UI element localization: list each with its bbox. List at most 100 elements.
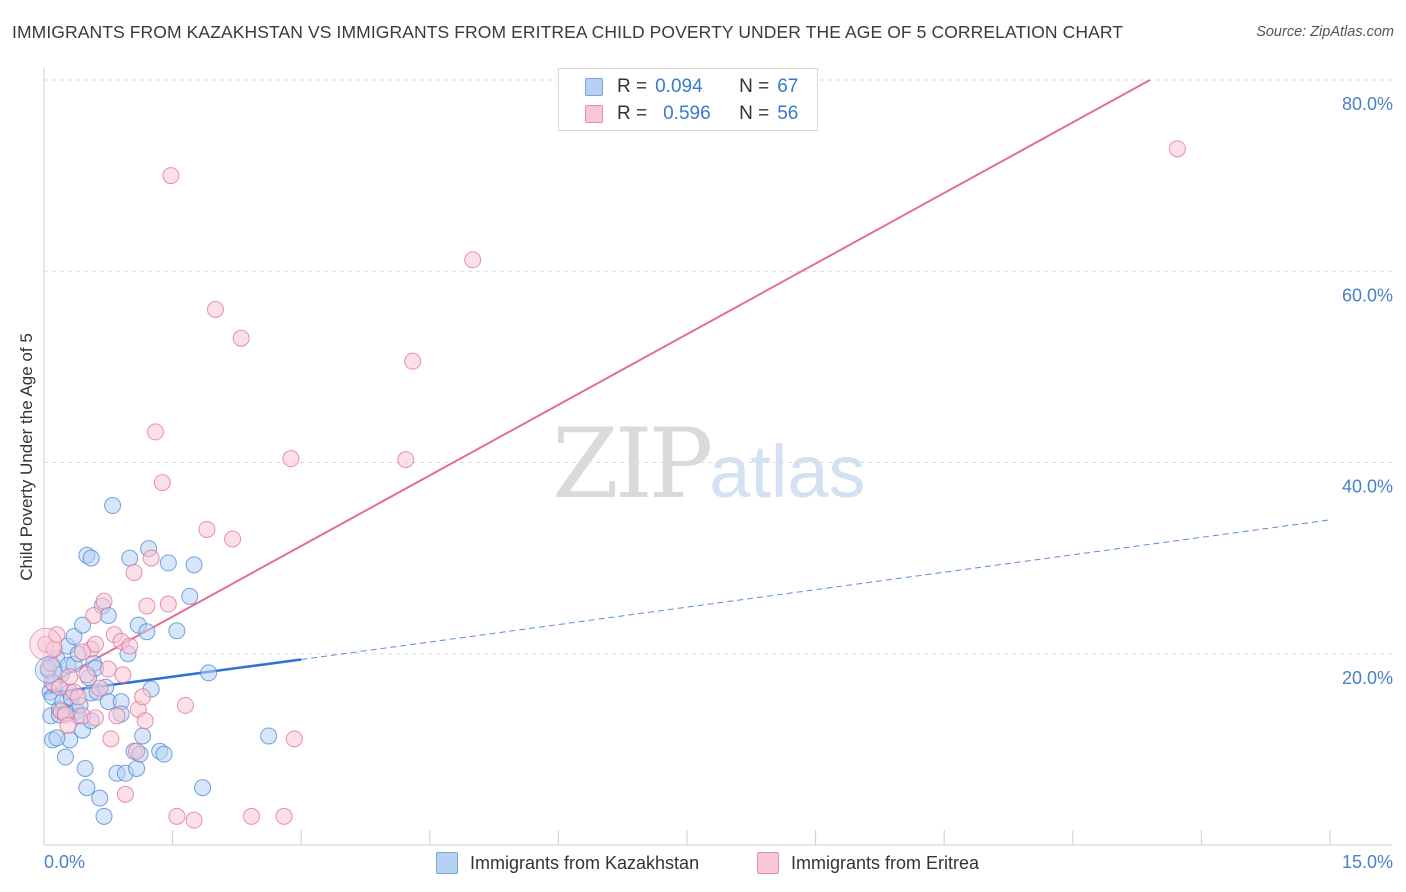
kazakhstan-point-large — [34, 656, 62, 684]
kazakhstan-point — [155, 745, 173, 763]
y-tick-label: 80.0% — [1342, 94, 1393, 114]
kazakhstan-point — [128, 760, 146, 777]
r-label: R = — [617, 103, 648, 124]
kazakhstan-swatch — [585, 78, 603, 96]
n-label: N = — [739, 76, 770, 97]
trend-lines — [43, 79, 1331, 696]
y-tick-label: 60.0% — [1342, 285, 1393, 305]
y-tick-label: 40.0% — [1342, 477, 1393, 497]
scatter-points — [29, 140, 1186, 829]
eritrea-point — [146, 423, 164, 441]
y-tick-labels: 20.0% 40.0% 60.0% 80.0% — [1342, 94, 1393, 688]
legend-row-kazakhstan: R = 0.094 N = 67 — [585, 75, 798, 99]
eritrea-point — [275, 807, 293, 825]
eritrea-point — [176, 696, 194, 714]
eritrea-point — [95, 592, 113, 610]
kazakhstan-legend-swatch — [436, 852, 458, 874]
y-axis-label: Child Poverty Under the Age of 5 — [17, 333, 36, 581]
eritrea-point — [91, 679, 109, 697]
eritrea-point — [142, 549, 160, 567]
kazakhstan-point — [99, 607, 117, 624]
kazakhstan-r-value: 0.094 — [655, 76, 703, 97]
eritrea-point — [162, 167, 180, 185]
eritrea-point — [282, 450, 300, 468]
grid — [44, 79, 1392, 655]
eritrea-point — [198, 520, 216, 538]
kazakhstan-point — [260, 727, 278, 745]
eritrea-n-value: 56 — [777, 103, 799, 124]
kazakhstan-point — [121, 549, 139, 567]
eritrea-point — [206, 301, 224, 318]
eritrea-point — [86, 635, 104, 653]
eritrea-point — [224, 530, 242, 548]
eritrea-point — [116, 785, 134, 803]
eritrea-r-value: 0.596 — [663, 103, 711, 124]
kazakhstan-point — [95, 807, 113, 825]
eritrea-point — [138, 597, 156, 615]
eritrea-point — [86, 709, 104, 727]
watermark: ZIPatlas — [552, 408, 866, 520]
source-label: Source: ZipAtlas.com — [1256, 24, 1394, 40]
x-tick-label-min: 0.0% — [44, 852, 86, 872]
eritrea-point — [285, 730, 303, 748]
eritrea-legend-label: Immigrants from Eritrea — [791, 852, 980, 873]
kazakhstan-trend-extension — [301, 519, 1331, 660]
eritrea-point — [159, 595, 177, 613]
eritrea-legend-swatch — [757, 852, 779, 874]
eritrea-point — [242, 807, 260, 825]
kazakhstan-point — [65, 628, 83, 646]
axes — [43, 68, 1392, 846]
legend-item-eritrea: Immigrants from Eritrea — [757, 852, 979, 874]
eritrea-point — [108, 707, 126, 725]
correlation-legend: R = 0.094 N = 67 R = 0.596 N = 56 — [558, 68, 818, 131]
chart-title: IMMIGRANTS FROM KAZAKHSTAN VS IMMIGRANTS… — [12, 22, 1124, 42]
kazakhstan-point — [200, 664, 218, 682]
kazakhstan-point — [181, 587, 199, 605]
kazakhstan-point — [159, 554, 177, 572]
kazakhstan-point — [74, 616, 92, 634]
watermark-atlas: atlas — [709, 430, 866, 513]
eritrea-point — [168, 807, 186, 825]
eritrea-point — [128, 742, 146, 760]
eritrea-point — [397, 451, 415, 469]
eritrea-point — [134, 688, 152, 706]
eritrea-point — [232, 329, 250, 347]
eritrea-point — [125, 563, 143, 581]
eritrea-trend-line — [43, 79, 1151, 689]
kazakhstan-point — [78, 779, 96, 797]
eritrea-point — [61, 668, 79, 686]
kazakhstan-point — [134, 727, 152, 745]
kazakhstan-point — [104, 497, 122, 515]
kazakhstan-point — [91, 789, 109, 807]
eritrea-point — [99, 660, 117, 678]
eritrea-point — [121, 637, 139, 655]
eritrea-point-large — [29, 627, 63, 661]
x-tick-label-max: 15.0% — [1341, 852, 1393, 872]
eritrea-point — [153, 474, 171, 492]
y-tick-label: 20.0% — [1342, 668, 1393, 688]
kazakhstan-point — [194, 779, 212, 797]
eritrea-point — [102, 730, 120, 748]
kazakhstan-point — [168, 622, 186, 640]
kazakhstan-point — [138, 623, 156, 641]
eritrea-swatch — [585, 105, 603, 123]
eritrea-point — [74, 643, 92, 661]
kazakhstan-legend-label: Immigrants from Kazakhstan — [470, 852, 700, 873]
kazakhstan-point — [76, 760, 94, 777]
kazakhstan-point — [82, 549, 100, 567]
r-label: R = — [617, 76, 648, 97]
watermark-zip: ZIP — [552, 408, 713, 520]
eritrea-point — [85, 607, 103, 624]
kazakhstan-n-value: 67 — [777, 76, 799, 97]
legend-item-kazakhstan: Immigrants from Kazakhstan — [436, 852, 699, 874]
eritrea-point — [464, 251, 482, 269]
eritrea-point — [59, 716, 77, 734]
legend-row-eritrea: R = 0.596 N = 56 — [585, 102, 798, 126]
eritrea-point — [69, 688, 87, 706]
kazakhstan-point — [185, 556, 203, 574]
eritrea-point — [78, 666, 96, 684]
eritrea-point — [114, 666, 132, 684]
eritrea-point — [136, 712, 154, 730]
kazakhstan-point — [48, 729, 66, 747]
